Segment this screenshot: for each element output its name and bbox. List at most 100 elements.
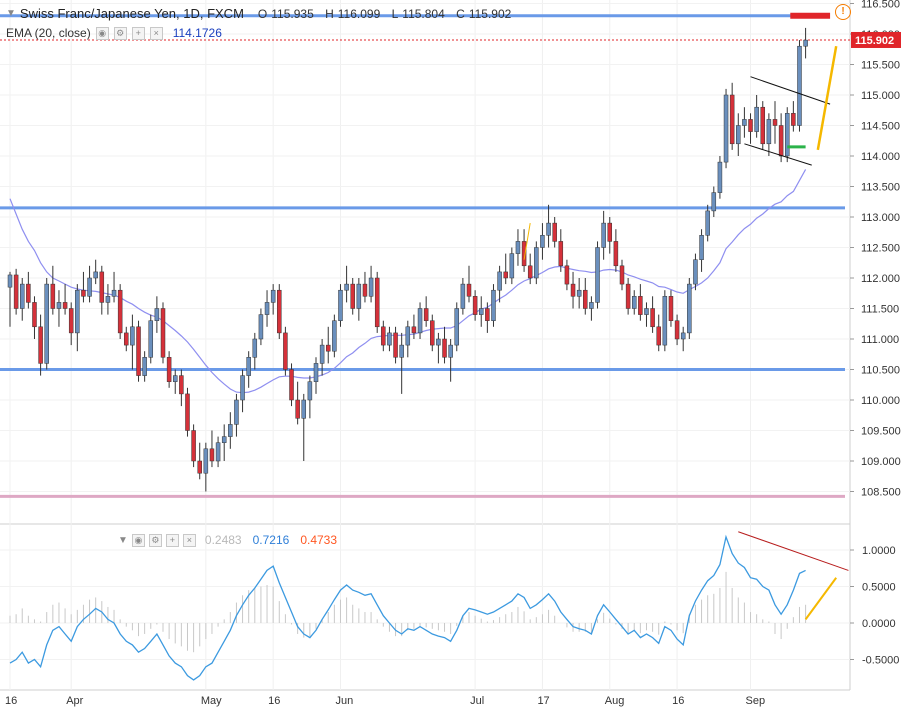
candle-body bbox=[154, 308, 160, 321]
candle bbox=[778, 113, 784, 163]
time-tick-label: Aug bbox=[605, 695, 625, 707]
ema-legend: EMA (20, close) ◉ ⚙ + × 114.1726 bbox=[6, 26, 222, 40]
alert-icon[interactable]: ! bbox=[835, 4, 851, 20]
candle-body bbox=[234, 399, 239, 425]
osc-settings-icon[interactable]: ⚙ bbox=[148, 533, 162, 547]
candlestick-series bbox=[7, 27, 808, 492]
candle-body bbox=[680, 332, 686, 340]
candle-body bbox=[344, 283, 349, 291]
candle-body bbox=[607, 222, 613, 242]
osc-divergence-line bbox=[738, 531, 849, 571]
candle bbox=[215, 436, 221, 468]
time-tick-label: Jun bbox=[335, 695, 353, 707]
osc-arrow-icon[interactable]: ▼ bbox=[118, 534, 128, 546]
eye-icon[interactable]: ◉ bbox=[95, 26, 109, 40]
candle bbox=[748, 113, 753, 144]
osc-tick-label: 1.0000 bbox=[862, 545, 896, 557]
osc-value-2: 0.7216 bbox=[252, 533, 290, 547]
candle bbox=[258, 308, 264, 346]
settings-icon[interactable]: ⚙ bbox=[113, 26, 127, 40]
osc-value-1: 0.2483 bbox=[204, 533, 242, 547]
symbol-title[interactable]: Swiss Franc/Japanese Yen, 1D, FXCM bbox=[19, 6, 244, 21]
candle bbox=[460, 278, 466, 315]
ema-line bbox=[9, 169, 807, 394]
candle bbox=[680, 326, 686, 352]
candle bbox=[105, 284, 111, 315]
candle-body bbox=[766, 119, 772, 145]
candle bbox=[717, 156, 723, 199]
ema-label[interactable]: EMA (20, close) bbox=[6, 26, 91, 40]
candle bbox=[283, 326, 288, 376]
plus-icon[interactable]: + bbox=[131, 26, 145, 40]
candle-body bbox=[552, 222, 557, 242]
candle-body bbox=[105, 296, 111, 303]
candle-body bbox=[576, 289, 582, 297]
osc-close-icon[interactable]: × bbox=[182, 533, 196, 547]
candle bbox=[705, 204, 710, 242]
candle bbox=[797, 40, 802, 132]
candle bbox=[442, 326, 447, 364]
candle bbox=[631, 290, 637, 315]
price-tick-label: 111.500 bbox=[861, 304, 899, 316]
collapse-arrow-icon[interactable]: ▼ bbox=[6, 8, 16, 19]
price-tick-label: 112.500 bbox=[861, 243, 900, 255]
candle-body bbox=[760, 106, 766, 145]
candle-body bbox=[503, 271, 508, 279]
candle bbox=[368, 265, 374, 303]
candle-body bbox=[179, 375, 184, 395]
price-tick-label: 109.500 bbox=[861, 426, 901, 438]
candle-body bbox=[509, 253, 515, 279]
high-value: 116.099 bbox=[337, 6, 381, 21]
candle-body bbox=[56, 302, 62, 309]
candle bbox=[436, 332, 441, 364]
price-tick-label: 115.000 bbox=[861, 90, 900, 102]
candle-body bbox=[319, 344, 325, 364]
candle-body bbox=[405, 326, 411, 346]
candle bbox=[472, 290, 478, 321]
candle-body bbox=[411, 326, 417, 334]
candle bbox=[13, 268, 19, 315]
candle bbox=[558, 229, 564, 272]
candle-body bbox=[44, 283, 49, 364]
candle-body bbox=[362, 283, 368, 297]
price-tick-label: 114.000 bbox=[861, 151, 900, 163]
osc-tick-label: 0.5000 bbox=[862, 582, 896, 594]
candle-body bbox=[442, 338, 447, 358]
candle bbox=[313, 357, 319, 394]
candle bbox=[417, 302, 423, 339]
candle-body bbox=[595, 247, 600, 303]
candle-body bbox=[491, 289, 496, 321]
candle-body bbox=[417, 308, 423, 334]
candle bbox=[509, 247, 515, 285]
candle bbox=[68, 302, 74, 346]
candle-body bbox=[356, 283, 362, 309]
candle-body bbox=[191, 430, 196, 462]
candle bbox=[44, 278, 49, 370]
candle bbox=[521, 229, 527, 272]
trend-annotations bbox=[523, 12, 838, 260]
price-tick-label: 113.000 bbox=[861, 212, 900, 224]
candle bbox=[26, 271, 31, 309]
osc-line bbox=[9, 534, 806, 681]
price-tick-label: 115.500 bbox=[861, 60, 900, 72]
candle bbox=[638, 284, 643, 321]
candle-body bbox=[368, 277, 374, 297]
candle-body bbox=[601, 222, 606, 248]
candle bbox=[583, 278, 588, 315]
low-value: 115.804 bbox=[402, 6, 445, 21]
candle-body bbox=[87, 277, 92, 297]
osc-plus-icon[interactable]: + bbox=[165, 533, 179, 547]
horizontal-levels bbox=[0, 14, 850, 498]
candle bbox=[656, 314, 661, 352]
candle bbox=[338, 284, 343, 327]
candle bbox=[668, 290, 674, 327]
price-tick-label: 116.500 bbox=[861, 0, 900, 11]
candle-body bbox=[742, 119, 747, 126]
osc-eye-icon[interactable]: ◉ bbox=[131, 533, 145, 547]
candle bbox=[760, 101, 766, 150]
close-icon[interactable]: × bbox=[149, 26, 163, 40]
candle-body bbox=[705, 210, 710, 236]
candle-body bbox=[160, 308, 166, 358]
candle-body bbox=[466, 283, 472, 297]
